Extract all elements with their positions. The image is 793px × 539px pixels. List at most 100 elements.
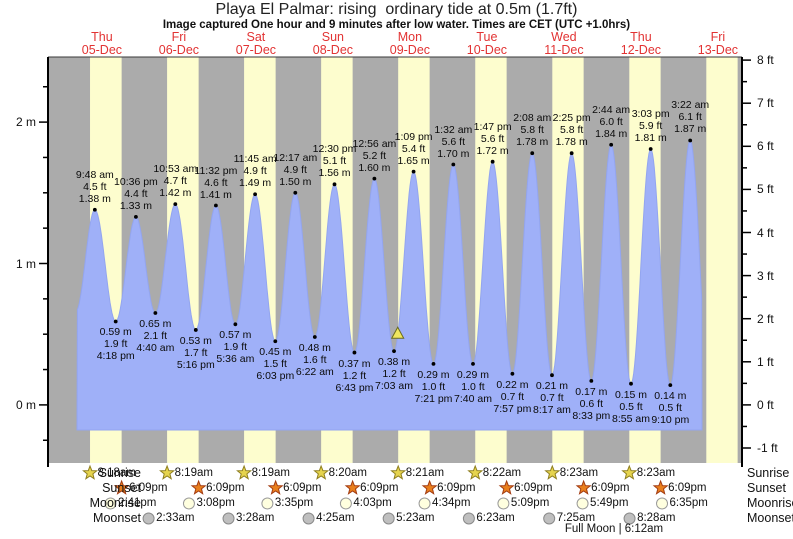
almanac-time-label: 6:35pm <box>669 497 708 509</box>
low-tide-label: 0.17 m 0.6 ft 8:33 pm <box>572 385 611 422</box>
low-tide-label: 0.37 m 1.2 ft 6:43 pm <box>335 357 374 394</box>
almanac-time-label: 6:23am <box>476 512 515 524</box>
tide-point-dot <box>332 182 337 187</box>
high-tide-label: 9:48 am 4.5 ft 1.38 m <box>75 168 114 205</box>
y-axis-right-tick-label: 6 ft <box>757 139 774 154</box>
almanac-time-label: 3:08pm <box>196 497 235 509</box>
y-axis-right-tick-label: 1 ft <box>757 354 774 369</box>
tide-point-dot <box>372 176 377 181</box>
almanac-time-label: 8:22am <box>482 466 522 479</box>
almanac-time-label: 6:09pm <box>668 481 707 494</box>
almanac-time-label: 6:09pm <box>591 481 630 494</box>
almanac-time-label: 8:28am <box>637 512 676 524</box>
almanac-time-label: 3:35pm <box>274 497 314 509</box>
moonset-circle-icon <box>302 512 315 525</box>
y-axis-right-tick-label: 3 ft <box>757 268 774 283</box>
sunrise-star-icon <box>544 464 561 480</box>
almanac-row-label-sunset: Sunset <box>747 481 786 495</box>
sunset-star-icon <box>344 479 361 495</box>
almanac-time-label: 4:25am <box>316 512 355 524</box>
almanac-row-label-moonrise: Moonrise <box>747 496 793 510</box>
day-column-label: Mon 09-Dec <box>389 30 431 57</box>
tide-point-dot <box>113 319 118 324</box>
almanac-time-label: 4:03pm <box>353 497 392 509</box>
almanac-time-label: 8:19am <box>251 466 290 479</box>
day-column-label: Fri 13-Dec <box>697 30 739 57</box>
moonrise-circle-icon <box>576 497 589 510</box>
sunset-star-icon <box>267 479 284 495</box>
tide-point-dot <box>293 190 298 195</box>
tide-point-dot <box>451 162 456 167</box>
day-column-label: Tue 10-Dec <box>466 30 508 57</box>
sunrise-star-icon <box>621 464 638 480</box>
almanac-time-label: 8:23am <box>636 466 676 479</box>
day-column-label: Thu 12-Dec <box>620 30 662 57</box>
tide-point-dot <box>352 350 357 355</box>
almanac-time-label: 2:33am <box>156 512 195 524</box>
high-tide-label: 11:45 am 4.9 ft 1.49 m <box>233 153 277 190</box>
sunrise-star-icon <box>82 464 99 480</box>
day-column-label: Sat 07-Dec <box>235 30 277 57</box>
moonset-circle-icon <box>382 512 395 525</box>
tide-point-dot <box>173 202 178 207</box>
sunset-star-icon <box>421 479 438 495</box>
tide-point-dot <box>490 159 495 164</box>
almanac-time-label: 6:09pm <box>129 481 168 494</box>
high-tide-label: 10:53 am 4.7 ft 1.42 m <box>153 163 198 200</box>
tide-point-dot <box>233 322 238 327</box>
high-tide-label: 2:08 am 5.8 ft 1.78 m <box>513 112 552 149</box>
low-tide-label: 0.45 m 1.5 ft 6:03 pm <box>256 346 295 383</box>
high-tide-label: 2:44 am 6.0 ft 1.84 m <box>592 103 631 140</box>
current-time-marker-icon <box>390 326 405 339</box>
sunrise-star-icon <box>313 464 330 480</box>
tide-point-dot <box>392 349 396 354</box>
tide-point-dot <box>193 328 198 332</box>
sunset-star-icon <box>498 479 515 495</box>
almanac-time-label: 5:49pm <box>590 497 629 509</box>
moonrise-circle-icon <box>339 497 352 510</box>
low-tide-label: 0.29 m 1.0 ft 7:40 am <box>454 368 492 405</box>
tide-point-dot <box>431 361 436 366</box>
almanac-time-label: 2:41pm <box>118 497 157 509</box>
tide-point-dot <box>153 311 158 315</box>
high-tide-label: 12:30 pm 5.1 ft 1.56 m <box>312 143 357 180</box>
almanac-time-label: 8:21am <box>405 466 445 479</box>
low-tide-label: 0.48 m 1.6 ft 6:22 am <box>295 342 334 379</box>
high-tide-label: 1:09 pm 5.4 ft 1.65 m <box>394 130 433 167</box>
low-tide-label: 0.22 m 0.7 ft 7:57 pm <box>493 378 532 415</box>
moonrise-circle-icon <box>418 497 431 510</box>
sunset-star-icon <box>575 479 592 495</box>
high-tide-label: 12:17 am 4.9 ft 1.50 m <box>273 151 318 188</box>
almanac-time-label: 3:28am <box>236 512 275 524</box>
tide-point-dot <box>411 169 416 174</box>
day-column-label: Fri 06-Dec <box>158 30 200 57</box>
tide-point-dot <box>648 147 653 151</box>
low-tide-label: 0.38 m 1.2 ft 7:03 am <box>375 356 413 393</box>
tide-point-dot <box>273 339 278 344</box>
y-axis-right-tick-label: 5 ft <box>757 182 774 197</box>
y-axis-left-tick-label: 2 m <box>15 115 36 130</box>
sunset-star-icon <box>113 479 130 495</box>
moonset-circle-icon <box>222 512 235 525</box>
almanac-time-label: 6:09pm <box>283 481 322 494</box>
almanac-time-label: 6:09pm <box>360 481 399 494</box>
day-band <box>706 57 738 463</box>
y-axis-right-tick-label: 8 ft <box>757 53 774 68</box>
low-tide-label: 0.59 m 1.9 ft 4:18 pm <box>96 326 135 363</box>
y-axis-right-tick-label: 2 ft <box>757 311 774 326</box>
almanac-time-label: 4:34pm <box>432 497 471 509</box>
moonset-circle-icon <box>142 512 155 525</box>
moonrise-circle-icon <box>656 497 669 510</box>
almanac-time-label: 6:09pm <box>514 481 553 494</box>
moonrise-circle-icon <box>261 497 274 510</box>
day-column-label: Sun 08-Dec <box>312 30 354 57</box>
tide-curve <box>76 139 703 431</box>
high-tide-label: 3:22 am 6.1 ft 1.87 m <box>671 99 710 136</box>
sunset-star-icon <box>652 479 669 495</box>
almanac-time-label: 8:18am <box>97 466 136 479</box>
low-tide-label: 0.29 m 1.0 ft 7:21 pm <box>414 368 453 405</box>
tide-point-dot <box>92 207 97 212</box>
tide-point-dot <box>134 214 138 219</box>
almanac-row-label-sunrise: Sunrise <box>98 466 141 480</box>
